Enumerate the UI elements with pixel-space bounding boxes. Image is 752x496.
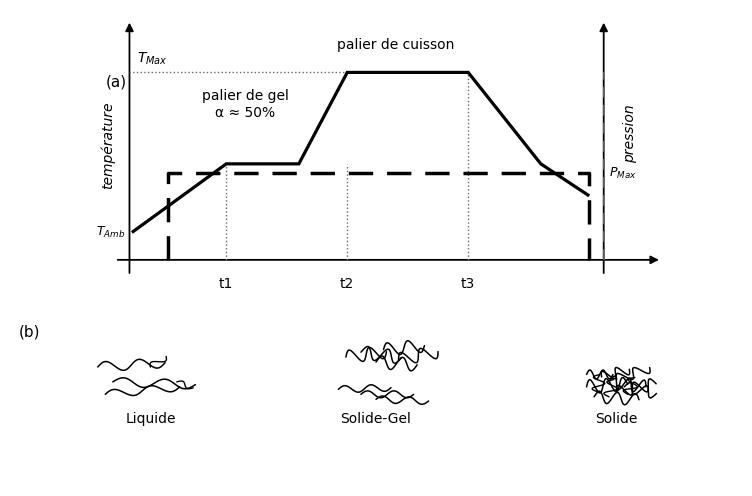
- Text: Liquide: Liquide: [125, 412, 176, 426]
- Text: t3: t3: [461, 277, 475, 291]
- Text: palier de gel
α ≈ 50%: palier de gel α ≈ 50%: [202, 89, 289, 120]
- Text: $P_{Max}$: $P_{Max}$: [610, 166, 637, 181]
- Text: pression: pression: [623, 105, 637, 164]
- Text: t1: t1: [219, 277, 233, 291]
- Text: palier de cuisson: palier de cuisson: [337, 38, 454, 52]
- Text: Solide-Gel: Solide-Gel: [341, 412, 411, 426]
- Text: $T_{Max}$: $T_{Max}$: [137, 50, 168, 66]
- Text: (b): (b): [19, 325, 41, 340]
- Text: (a): (a): [106, 74, 127, 89]
- Text: température: température: [101, 102, 115, 189]
- Text: Solide: Solide: [596, 412, 638, 426]
- Text: $T_{Amb}$: $T_{Amb}$: [96, 225, 126, 240]
- Text: t2: t2: [340, 277, 354, 291]
